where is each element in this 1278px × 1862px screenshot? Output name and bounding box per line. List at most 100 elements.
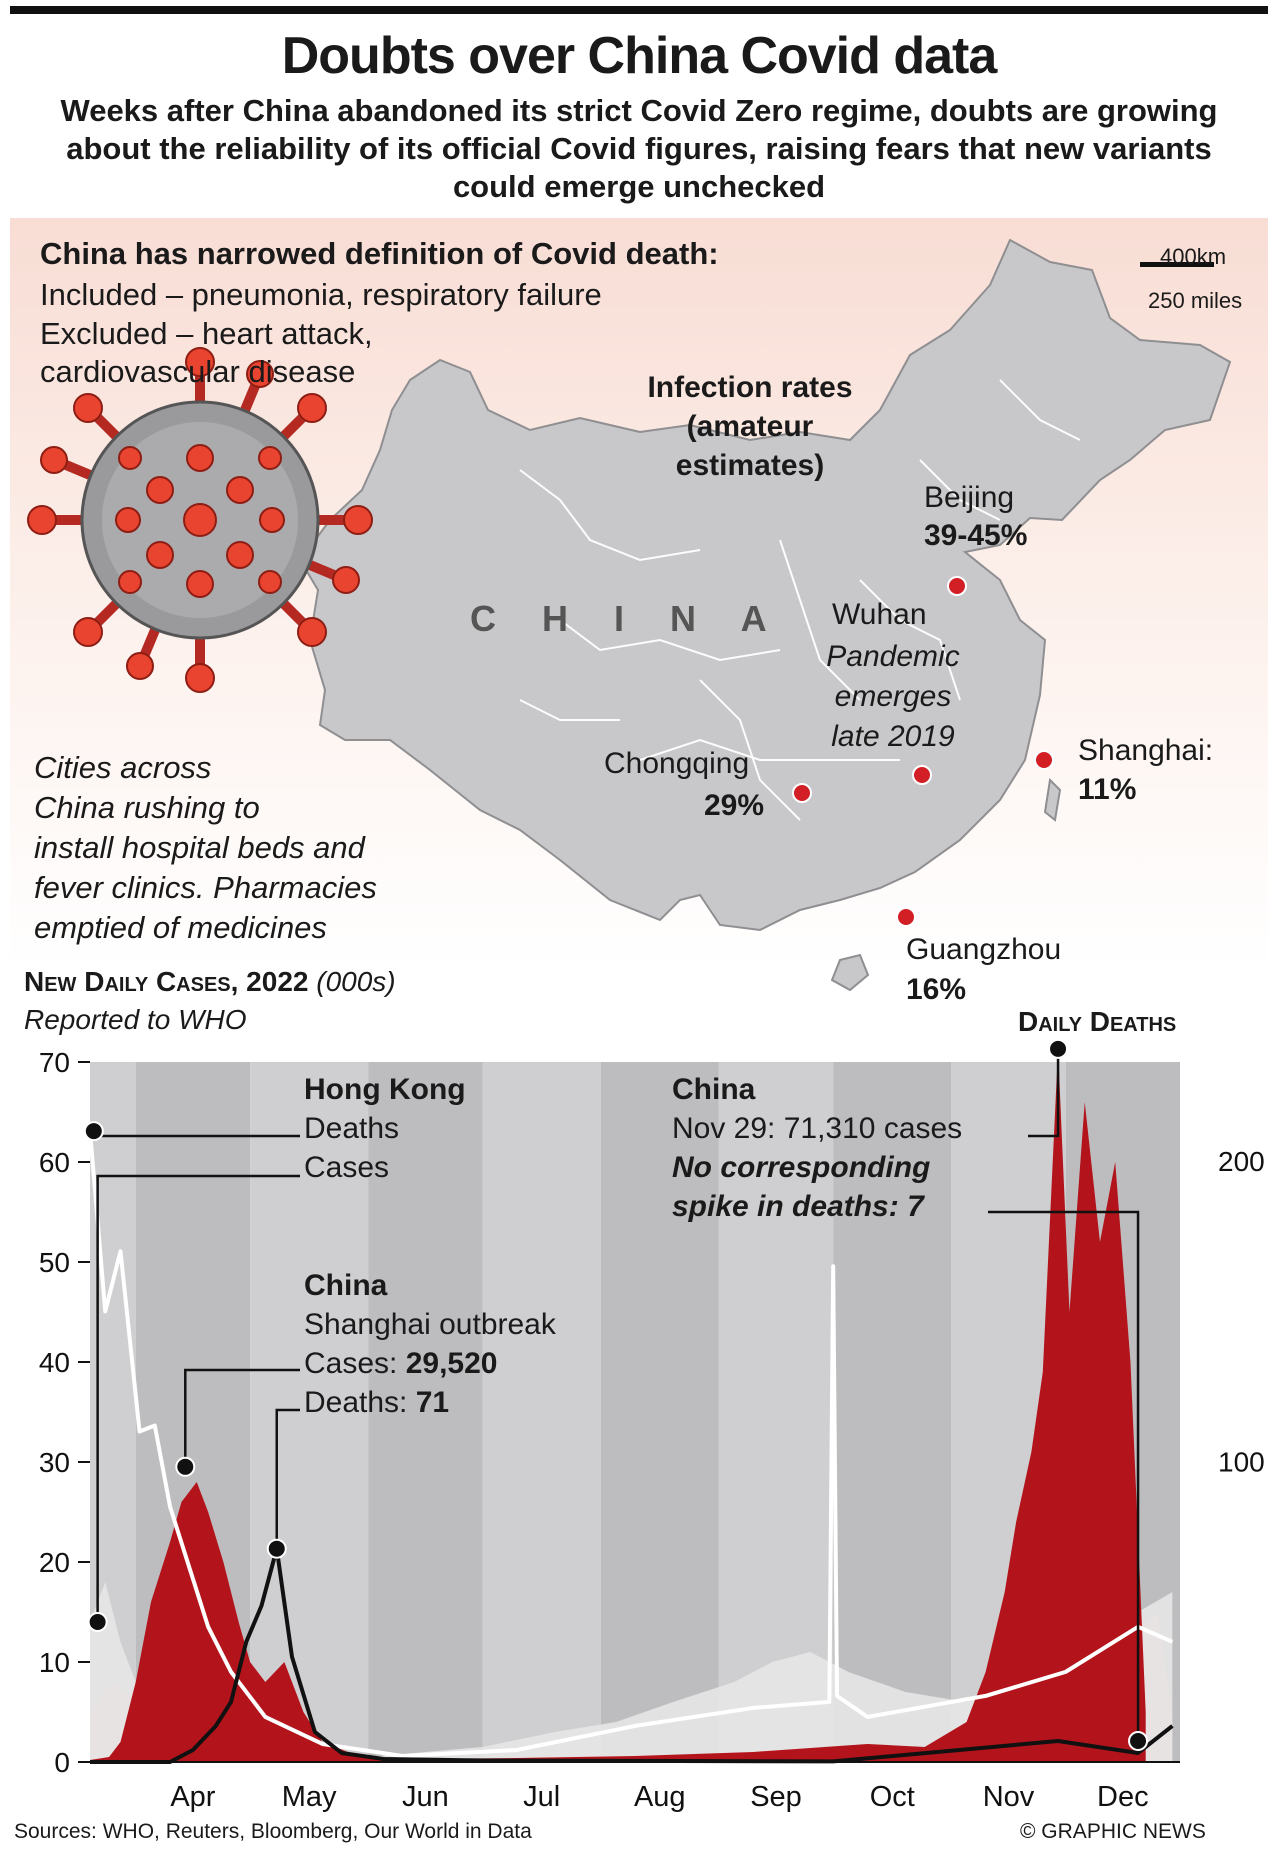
nov-note-2: spike in deaths: 7 <box>672 1190 924 1223</box>
y-tick-label-left: 0 <box>54 1747 70 1778</box>
country-label: C H I N A <box>470 598 785 639</box>
callout-dot <box>83 1121 104 1142</box>
city-markers <box>792 576 1054 927</box>
beijing-rate: 39-45% <box>924 519 1028 552</box>
month-band <box>250 1062 369 1762</box>
callout-dot <box>175 1456 196 1477</box>
definition-excluded-2: cardiovascular disease <box>40 354 356 389</box>
caption-line-2: China rushing to <box>34 790 260 825</box>
hk-cases-label: Cases <box>304 1151 390 1184</box>
callout-leader <box>275 1408 300 1549</box>
hong-kong-cases-area <box>90 1582 1173 1762</box>
infection-rates-title: Infection rates (amateur estimates) <box>630 368 870 485</box>
taiwan-island <box>1043 777 1062 822</box>
callout-leader <box>96 1174 300 1622</box>
cases-chart: 0 10 20 30 40 50 60 70 100 200 Apr May Jun Jul Aug Se… <box>39 1040 1265 1813</box>
y-tick-label-right: 200 <box>1218 1146 1265 1177</box>
caption-line-4: fever clinics. Pharmacies <box>34 870 377 905</box>
virus-illustration <box>27 347 373 693</box>
hong-kong-deaths-line <box>88 1130 1174 1758</box>
caption-line-3: install hospital beds and <box>34 830 365 865</box>
scale-miles: 250 miles <box>1148 288 1243 313</box>
wuhan-marker <box>912 765 932 785</box>
scale-km: 400km <box>1160 244 1227 269</box>
x-tick-label: Jul <box>523 1781 560 1813</box>
y-tick-label-right: 100 <box>1218 1447 1265 1478</box>
shanghai-outbreak-annotation: China Shanghai outbreak Cases: 29,520 De… <box>304 1266 556 1422</box>
rates-title-line-3: estimates) <box>675 449 825 482</box>
shanghai-rate: 11% <box>1078 773 1137 806</box>
definition-excluded-1: Excluded – heart attack, <box>40 316 373 351</box>
wuhan-note-2: emerges <box>834 680 952 713</box>
outbreak-deaths: Deaths: 71 <box>304 1383 556 1422</box>
wuhan-label: Wuhan <box>832 598 927 631</box>
outbreak-cases-value: 29,520 <box>405 1347 498 1380</box>
wuhan-note-3: late 2019 <box>831 720 955 753</box>
outbreak-deaths-label: Deaths: <box>304 1386 416 1419</box>
x-tick-label: May <box>282 1781 337 1813</box>
outbreak-cases-label: Cases: <box>304 1347 406 1380</box>
callout-dot <box>1048 1040 1069 1059</box>
outbreak-cases: Cases: 29,520 <box>304 1344 556 1383</box>
guangzhou-label: Guangzhou <box>906 933 1062 966</box>
y-tick-label-left: 50 <box>39 1247 70 1278</box>
x-tick-label: Apr <box>170 1781 215 1813</box>
x-tick-label: Dec <box>1097 1781 1149 1813</box>
x-tick-label: Sep <box>750 1781 802 1813</box>
callout-dot <box>87 1612 108 1632</box>
china-map <box>27 238 1232 992</box>
china-deaths-line <box>90 1546 1174 1764</box>
guangzhou-rate: 16% <box>906 973 967 1006</box>
month-band <box>833 1062 952 1762</box>
chongqing-label: Chongqing <box>604 747 750 780</box>
y-tick-label-left: 10 <box>39 1647 70 1678</box>
callout-leader <box>988 1210 1140 1741</box>
page-title: Doubts over China Covid data <box>281 27 998 85</box>
nov-annotation: China Nov 29: 71,310 cases No correspond… <box>672 1070 962 1226</box>
chart-heading-unit: (000s) <box>316 966 396 997</box>
month-band <box>368 1062 483 1762</box>
definition-heading: China has narrowed definition of Covid d… <box>40 236 719 271</box>
guangzhou-marker <box>896 907 916 927</box>
shanghai-label: Shanghai: <box>1078 734 1214 767</box>
beijing-label: Beijing <box>924 481 1015 514</box>
page-subtitle: Weeks after China abandoned its strict C… <box>60 93 1218 204</box>
top-rule <box>10 6 1268 14</box>
caption-line-1: Cities across <box>34 750 212 785</box>
x-tick-label: Oct <box>870 1781 915 1813</box>
month-band <box>482 1062 601 1762</box>
chart-heading-main: New Daily Cases, 2022 <box>24 966 309 997</box>
y-tick-label-left: 70 <box>39 1047 70 1078</box>
outbreak-sub: Shanghai outbreak <box>304 1308 556 1341</box>
outbreak-deaths-value: 71 <box>415 1386 450 1419</box>
shanghai-marker <box>1034 750 1054 770</box>
china-outline <box>298 238 1232 932</box>
month-band <box>718 1062 834 1762</box>
nov-title: China <box>672 1073 756 1106</box>
chongqing-marker <box>792 783 812 803</box>
china-cases-area <box>90 1049 1146 1762</box>
x-tick-label: Nov <box>983 1781 1035 1813</box>
outbreak-title: China <box>304 1269 388 1302</box>
hk-title: Hong Kong <box>304 1073 466 1106</box>
x-tick-label: Aug <box>634 1781 686 1813</box>
hk-deaths-label: Deaths <box>304 1112 400 1145</box>
wuhan-note: Pandemic emerges late 2019 <box>808 637 978 757</box>
credit: © GRAPHIC NEWS <box>1020 1820 1206 1843</box>
month-band <box>600 1062 719 1762</box>
beijing-marker <box>947 576 967 596</box>
chart-source-note: Reported to WHO <box>24 1004 247 1035</box>
callout-leader <box>184 1368 300 1467</box>
caption: Cities across China rushing to install h… <box>34 748 377 948</box>
callout-dot <box>1128 1730 1149 1751</box>
x-tick-label: Jun <box>402 1781 449 1813</box>
sources: Sources: WHO, Reuters, Bloomberg, Our Wo… <box>14 1820 532 1843</box>
nov-note-1: No corresponding <box>672 1151 931 1184</box>
scale-bar <box>1140 262 1214 267</box>
callout-dot <box>266 1538 287 1559</box>
chart-heading: New Daily Cases, 2022 (000s) <box>24 966 396 998</box>
callout-leader <box>1028 1048 1060 1138</box>
right-axis-heading: Daily Deaths <box>1018 1006 1177 1037</box>
wuhan-note-1: Pandemic <box>826 640 960 673</box>
rates-title-line-1: Infection rates <box>647 371 853 404</box>
